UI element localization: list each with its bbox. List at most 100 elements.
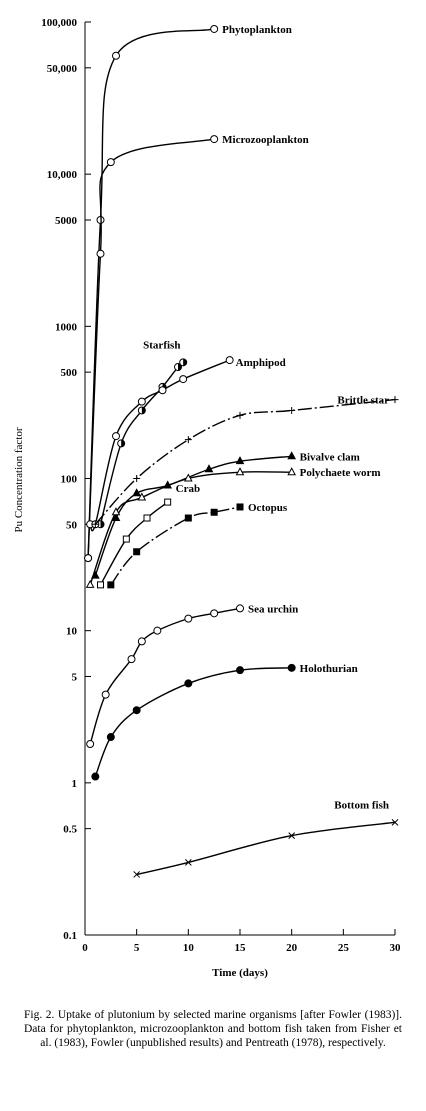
y-tick-label: 1000 (55, 321, 78, 333)
marker (287, 451, 297, 460)
series-label: Polychaete worm (300, 467, 381, 479)
marker (85, 579, 95, 588)
marker (122, 535, 130, 543)
marker (91, 520, 99, 528)
marker (164, 498, 172, 506)
marker (236, 604, 244, 613)
marker (210, 609, 219, 618)
series-line (89, 607, 241, 745)
marker-half (100, 520, 104, 528)
marker (236, 411, 244, 419)
marker (236, 666, 244, 675)
marker (184, 859, 192, 866)
marker (287, 663, 296, 672)
caption: Fig. 2. Uptake of plutonium by selected … (24, 1009, 402, 1049)
marker (133, 871, 141, 878)
marker (86, 739, 95, 748)
series-label: Phytoplankton (222, 24, 292, 36)
series-label: Bottom fish (334, 799, 389, 811)
y-tick-label: 0.1 (63, 930, 77, 942)
marker (210, 508, 218, 516)
marker (106, 158, 115, 167)
marker-half (183, 358, 187, 366)
y-tick-label: 5 (72, 671, 78, 683)
marker (288, 832, 296, 839)
marker (137, 397, 146, 406)
series-label: Microzooplankton (222, 134, 309, 146)
marker (235, 456, 245, 465)
marker (107, 581, 115, 589)
marker (288, 406, 296, 414)
marker (91, 772, 100, 781)
marker (236, 503, 244, 511)
series-label: Crab (176, 483, 200, 495)
marker-half (141, 406, 146, 414)
marker (153, 626, 162, 635)
series-label: Brittle star (337, 395, 389, 407)
series-line (110, 506, 241, 586)
y-tick-label: 1 (72, 778, 78, 790)
marker (112, 51, 120, 60)
marker (111, 507, 121, 516)
series-line (94, 667, 292, 777)
marker (184, 679, 193, 688)
marker (137, 637, 146, 646)
marker (97, 581, 104, 589)
marker (183, 473, 193, 482)
marker (132, 488, 142, 497)
marker (101, 690, 110, 699)
y-tick-label: 0.5 (63, 824, 77, 836)
series-label: Bivalve clam (300, 451, 360, 463)
x-tick-label: 25 (338, 942, 350, 954)
y-tick-label: 50 (66, 519, 78, 531)
x-tick-label: 30 (390, 942, 402, 954)
series-line (89, 471, 292, 586)
marker (133, 475, 141, 482)
x-tick-label: 10 (183, 942, 195, 954)
marker (84, 554, 93, 563)
marker (391, 396, 399, 404)
y-tick-label: 5000 (55, 215, 78, 227)
series-label: Holothurian (300, 663, 358, 675)
x-tick-label: 0 (82, 942, 88, 954)
series-line (94, 455, 292, 576)
marker (179, 375, 188, 384)
y-tick-label: 10,000 (47, 169, 78, 181)
marker (127, 655, 136, 664)
y-tick-label: 50,000 (47, 63, 78, 75)
chart: Pu Concentration factor Time (days) 100,… (13, 17, 402, 979)
marker-half (121, 439, 125, 447)
marker (143, 514, 151, 522)
marker (96, 249, 105, 258)
marker (184, 514, 192, 522)
marker (210, 24, 219, 33)
series-line (87, 28, 215, 559)
series-label: Starfish (143, 339, 180, 351)
y-tick-label: 500 (61, 367, 78, 379)
marker (132, 706, 141, 715)
y-tick-label: 100 (61, 474, 78, 486)
series-line (136, 821, 396, 876)
series-line (87, 138, 215, 559)
y-tick-label: 100,000 (41, 17, 77, 29)
series-label: Sea urchin (248, 603, 298, 615)
series-line (99, 501, 169, 586)
x-tick-label: 20 (286, 942, 298, 954)
x-tick-label: 5 (134, 942, 140, 954)
marker (210, 135, 219, 144)
marker (225, 356, 234, 365)
x-axis-label: Time (days) (212, 967, 268, 979)
marker (111, 512, 121, 522)
series-label: Amphipod (236, 357, 286, 369)
marker (184, 436, 192, 444)
marker (158, 386, 167, 395)
marker (137, 492, 147, 501)
series-label: Octopus (248, 502, 288, 514)
y-axis-label: Pu Concentration factor (13, 427, 25, 532)
y-tick-label: 10 (66, 626, 78, 638)
marker (204, 464, 214, 473)
marker (235, 467, 245, 476)
marker (184, 614, 193, 623)
marker (112, 432, 120, 441)
